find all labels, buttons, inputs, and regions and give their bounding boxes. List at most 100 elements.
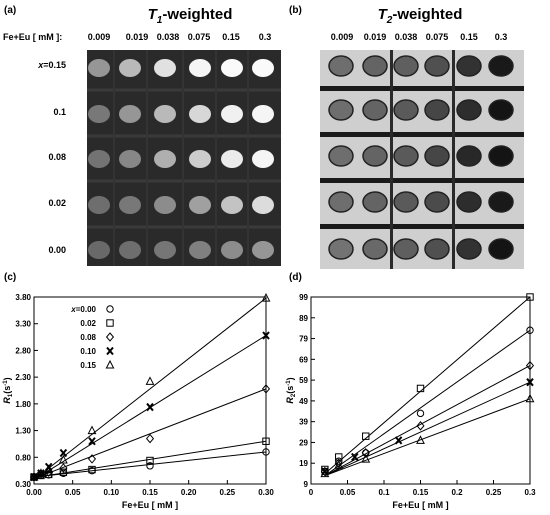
data-point-4-6: [261, 292, 271, 302]
vial-a-0-4: [221, 59, 243, 77]
legend-marker-2: [105, 332, 115, 342]
vial-a-4-0: [88, 241, 110, 259]
y-tick-label: 1.30: [15, 427, 31, 436]
data-point-1-4: [88, 465, 96, 474]
vial-a-4-5: [252, 241, 274, 259]
row-label-4: 0.00: [48, 245, 66, 255]
data-point-4-5: [145, 376, 155, 385]
fit-line-4: [33, 297, 267, 481]
vial-b-2-0: [328, 145, 354, 167]
data-point-4-4: [87, 425, 97, 435]
data-point-3-6: [262, 331, 270, 340]
x-tick-label: 0.30: [258, 488, 274, 497]
vial-b-0-5: [488, 55, 514, 77]
y-tick-label: 3.30: [15, 320, 31, 329]
data-point-0-4: [526, 326, 534, 334]
y-tick-label: 9: [304, 480, 309, 489]
vial-b-4-1: [362, 238, 388, 260]
row-label-1: 0.1: [53, 107, 66, 117]
data-point-2-6: [261, 384, 271, 394]
row-label-2: 0.08: [48, 152, 66, 162]
fit-line-0: [324, 329, 531, 477]
data-point-4-2: [44, 464, 54, 474]
y-tick-label: 2.30: [15, 373, 31, 382]
data-point-0-1: [335, 457, 343, 465]
vial-b-2-4: [456, 145, 482, 167]
vial-a-3-5: [252, 196, 274, 214]
vial-a-2-1: [119, 150, 141, 168]
data-point-2-1: [334, 458, 343, 468]
vial-a-2-3: [189, 150, 211, 168]
vial-a-1-1: [119, 105, 141, 123]
panel-c-letter: (c): [4, 272, 17, 283]
data-point-3-5: [146, 402, 154, 412]
vial-a-3-4: [221, 196, 243, 214]
x-tick-label: 0: [309, 488, 314, 497]
data-point-4-0: [29, 471, 39, 481]
vial-b-3-0: [328, 191, 354, 213]
vial-a-3-2: [154, 196, 176, 214]
panel-a-letter: (a): [4, 5, 17, 16]
conc-axis-label: Fe+Eu [ mM ]:: [3, 32, 63, 42]
data-point-2-5: [145, 433, 155, 444]
vial-b-4-2: [393, 238, 419, 260]
panel-d-letter: (d): [289, 272, 302, 283]
x-tick-label: 0.00: [26, 488, 42, 497]
x-tick-label: 0.3: [524, 488, 536, 497]
legend-label-1: 0.02: [80, 319, 96, 328]
y-tick-label: 2.80: [15, 346, 31, 355]
vial-a-0-5: [252, 59, 274, 77]
vial-b-0-3: [424, 55, 450, 77]
fit-line-1: [33, 440, 267, 479]
y-tick-label: 79: [299, 335, 308, 344]
b-conc-2: 0.038: [394, 32, 418, 42]
vial-a-3-3: [189, 196, 211, 214]
data-point-4-1: [36, 468, 46, 477]
vial-b-4-0: [328, 238, 354, 260]
y-tick-label: 29: [299, 438, 308, 447]
x-tick-label: 0.25: [220, 488, 236, 497]
vial-a-0-2: [154, 59, 176, 77]
b-conc-1: 0.019: [363, 32, 387, 42]
a-conc-1: 0.019: [125, 32, 149, 42]
x-tick-label: 0.25: [486, 488, 502, 497]
data-point-4-4: [525, 393, 535, 403]
b-conc-5: 0.3: [494, 32, 508, 42]
fit-line-4: [324, 398, 531, 477]
x-tick-label: 0.05: [340, 488, 356, 497]
vial-a-1-5: [252, 105, 274, 123]
fit-line-1: [324, 296, 531, 474]
data-point-0-3: [416, 409, 425, 418]
b-conc-4: 0.15: [460, 32, 478, 42]
vial-b-0-2: [393, 55, 419, 77]
x-tick-label: 0.10: [104, 488, 120, 497]
data-point-1-6: [262, 437, 270, 445]
vial-a-0-3: [189, 59, 211, 77]
t1-weighted-image: [87, 50, 281, 274]
legend-label-2: 0.08: [80, 333, 96, 342]
y-tick-label: 89: [299, 314, 308, 323]
legend-marker-1: [106, 319, 114, 327]
data-point-1-3: [59, 468, 68, 476]
r2-chart: 0 0.05 0.1 0.15 0.2 0.25 0.3 9 19 29 39 49 59 69 79 89 9…: [285, 293, 536, 510]
vial-a-0-0: [88, 59, 110, 77]
vial-a-4-2: [154, 241, 176, 259]
x-tick-label: 0.2: [451, 488, 463, 497]
vial-a-2-5: [252, 150, 274, 168]
vial-b-3-2: [393, 191, 419, 213]
vial-b-0-0: [328, 55, 354, 77]
y-axis-label: R2(s-1): [285, 377, 297, 403]
vial-a-4-4: [221, 241, 243, 259]
b-conc-3: 0.075: [425, 32, 449, 42]
x-tick-label: 0.15: [142, 488, 158, 497]
fit-line-0: [33, 451, 267, 478]
y-tick-label: 69: [299, 355, 308, 364]
data-point-1-1: [335, 453, 343, 461]
vial-a-1-3: [189, 105, 211, 123]
panel-a-title: T1-weighted: [147, 6, 233, 26]
x-tick-label: 0.05: [65, 488, 81, 497]
vial-b-0-4: [456, 55, 482, 77]
vial-b-2-5: [488, 145, 514, 167]
a-conc-2: 0.038: [156, 32, 180, 42]
vial-a-1-4: [221, 105, 243, 123]
